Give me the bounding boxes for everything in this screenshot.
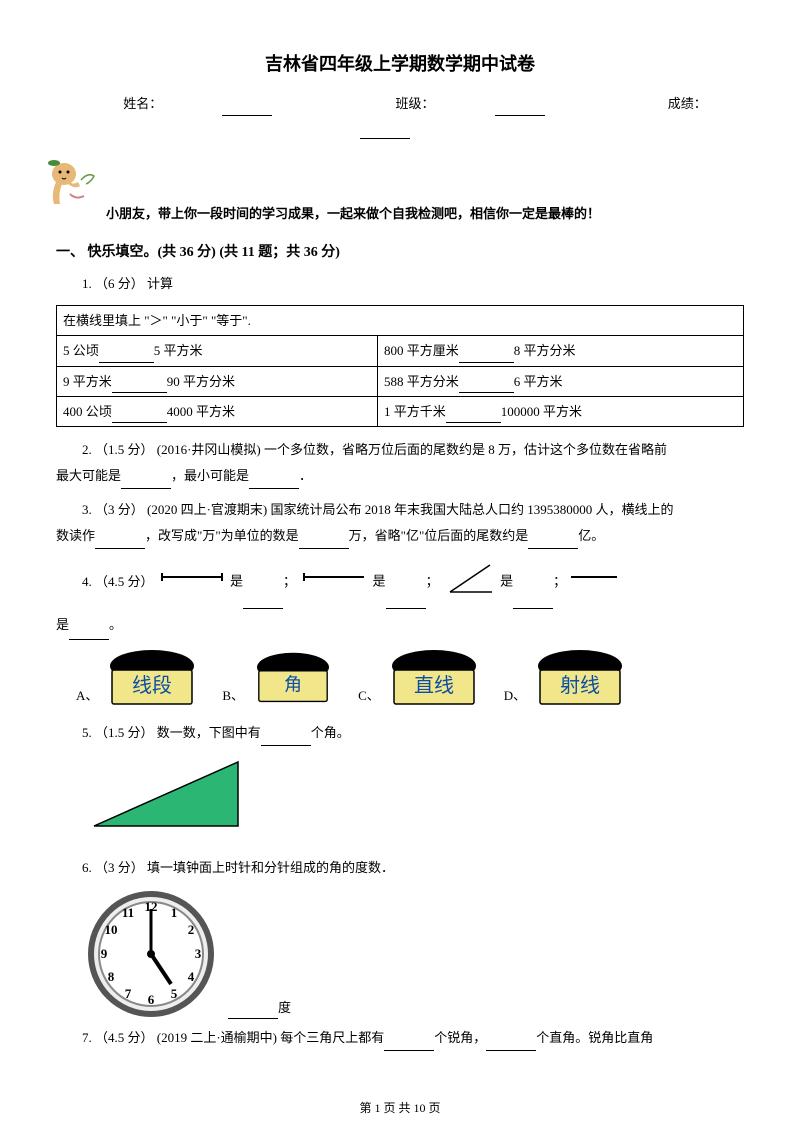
- q6-head: 6. （3 分） 填一填钟面上时针和分针组成的角的度数．: [56, 855, 744, 881]
- opt-b-label: B、: [222, 684, 244, 707]
- q5: 5. （1.5 分） 数一数，下图中有个角。: [56, 720, 744, 746]
- svg-text:11: 11: [122, 905, 134, 920]
- score-label: 成绩：: [668, 96, 707, 111]
- score-blank[interactable]: [360, 125, 410, 139]
- info-row: 姓名： 班级： 成绩：: [56, 92, 744, 139]
- svg-text:6: 6: [148, 992, 155, 1007]
- svg-text:射线: 射线: [560, 674, 600, 697]
- opt-a-label: A、: [76, 684, 98, 707]
- q7: 7. （4.5 分） (2019 二上·通榆期中) 每个三角尺上都有个锐角，个直…: [56, 1025, 744, 1051]
- q3: 3. （3 分） (2020 四上·官渡期末) 国家统计局公布 2018 年末我…: [56, 497, 744, 549]
- house-a-icon: 线段: [102, 648, 202, 708]
- svg-text:8: 8: [108, 969, 115, 984]
- q4-options: A、 线段 B、 角 C、 直线 D、 射线: [76, 648, 744, 708]
- table-header: 在横线里填上 "＞" "小于" "等于".: [57, 305, 744, 335]
- table-cell: 5 公顷5 平方米: [57, 336, 378, 366]
- table-cell: 588 平方分米6 平方米: [377, 366, 743, 396]
- svg-text:直线: 直线: [414, 674, 454, 697]
- class-blank[interactable]: [495, 102, 545, 116]
- house-b-icon: 角: [248, 648, 338, 708]
- page-footer: 第 1 页 共 10 页: [0, 1098, 800, 1120]
- page-title: 吉林省四年级上学期数学期中试卷: [56, 48, 744, 80]
- table-cell: 9 平方米90 平方分米: [57, 366, 378, 396]
- ray-icon: [299, 567, 369, 598]
- q1-head: 1. （6 分） 计算: [56, 271, 744, 297]
- name-blank[interactable]: [222, 102, 272, 116]
- line-icon: [569, 567, 619, 598]
- clock-icon: 1212 345 678 91011: [86, 889, 216, 1019]
- house-d-icon: 射线: [530, 648, 630, 708]
- svg-text:4: 4: [188, 969, 195, 984]
- angle-icon: [442, 557, 497, 608]
- svg-text:9: 9: [101, 946, 108, 961]
- q4: 4. （4.5 分） 是； 是； 是； 是。: [56, 557, 744, 639]
- svg-text:10: 10: [105, 922, 118, 937]
- table-cell: 400 公顷4000 平方米: [57, 396, 378, 426]
- name-label: 姓名：: [123, 96, 162, 111]
- opt-d-label: D、: [504, 684, 526, 707]
- svg-text:线段: 线段: [132, 674, 172, 697]
- intro-text: 小朋友，带上你一段时间的学习成果，一起来做个自我检测吧，相信你一定是最棒的！: [56, 202, 744, 225]
- svg-text:7: 7: [125, 986, 132, 1001]
- clock-container: 1212 345 678 91011 度: [86, 889, 744, 1019]
- q1-table: 在横线里填上 "＞" "小于" "等于". 5 公顷5 平方米 800 平方厘米…: [56, 305, 744, 428]
- svg-text:3: 3: [195, 946, 202, 961]
- opt-c-label: C、: [358, 684, 380, 707]
- class-label: 班级：: [395, 96, 434, 111]
- section-1-header: 一、 快乐填空。(共 36 分) (共 11 题；共 36 分): [56, 240, 744, 265]
- degree-label: 度: [278, 1000, 291, 1015]
- cartoon-icon: [36, 152, 106, 212]
- svg-text:5: 5: [171, 986, 178, 1001]
- house-c-icon: 直线: [384, 648, 484, 708]
- table-cell: 1 平方千米100000 平方米: [377, 396, 743, 426]
- triangle-icon: [86, 754, 744, 841]
- segment-icon: [157, 567, 227, 598]
- table-cell: 800 平方厘米8 平方分米: [377, 336, 743, 366]
- q2: 2. （1.5 分） (2016·井冈山模拟) 一个多位数，省略万位后面的尾数约…: [56, 437, 744, 489]
- svg-text:角: 角: [284, 674, 302, 694]
- svg-text:2: 2: [188, 922, 195, 937]
- svg-text:1: 1: [171, 905, 178, 920]
